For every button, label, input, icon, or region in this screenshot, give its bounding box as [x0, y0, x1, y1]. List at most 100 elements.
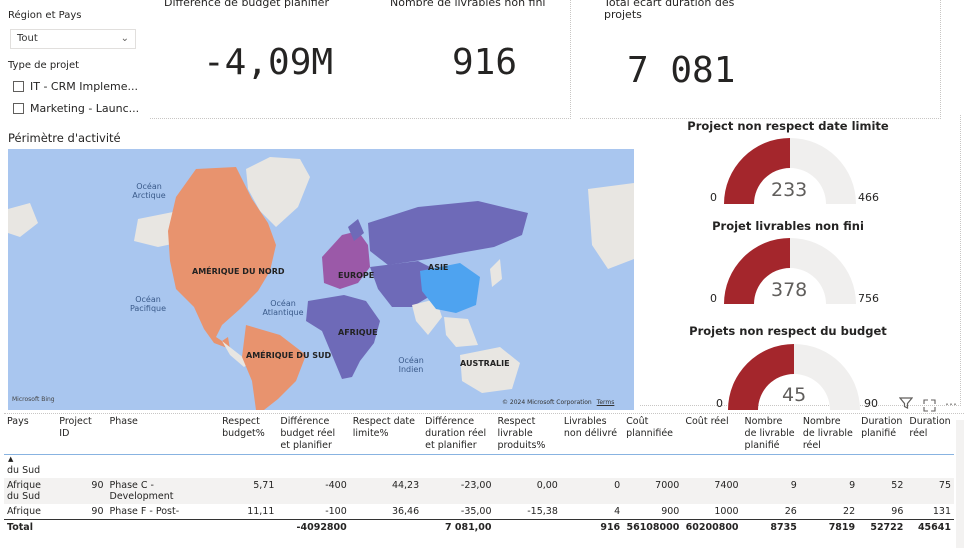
table-cell: 90 [56, 478, 107, 504]
table-cell [219, 519, 278, 535]
gauge-title: Projets non respect du budget [689, 324, 887, 338]
gauge-chart [728, 344, 860, 410]
table-cell: 131 [932, 506, 951, 517]
table-cell [349, 519, 423, 535]
type-option-label: IT - CRM Impleme... [30, 80, 138, 93]
table-cell: Phase F - Post- [109, 506, 180, 517]
column-header[interactable]: Respect date limite% [352, 416, 415, 439]
column-header[interactable]: Nombre de livrable réel [802, 416, 853, 451]
table-row[interactable]: Afrique du Sud 90 Phase C - Development … [4, 478, 954, 504]
kpi-area-border [150, 0, 571, 119]
column-header[interactable]: Duration réel [909, 416, 951, 439]
table-cell: -35,00 [460, 506, 492, 517]
table-cell: 7819 [799, 519, 859, 535]
column-header[interactable]: Différence budget réel et planifier [280, 416, 336, 451]
continent-label-australia: AUSTRALIE [460, 359, 510, 368]
ocean-label-indian: Océan Indien [398, 356, 424, 374]
column-header[interactable]: Respect budget% [222, 416, 265, 439]
copyright-text: © 2024 Microsoft Corporation [502, 399, 592, 406]
kpi-budget-title: Différence de budget planifier [164, 0, 329, 9]
continent-label-europe: EUROPE [338, 271, 375, 280]
table-cell: -23,00 [422, 478, 495, 504]
table-cell: 0,00 [494, 478, 561, 504]
table-cell: 52722 [858, 519, 907, 535]
table-cell: 45641 [906, 519, 954, 535]
table-cell [106, 519, 220, 535]
map-title: Périmètre d'activité [8, 131, 121, 145]
table-cell: Afrique [7, 506, 41, 517]
table-cell: 75 [906, 478, 954, 504]
type-option-label: Marketing - Launc... [30, 102, 140, 115]
column-header[interactable]: Phase [109, 416, 138, 427]
column-header[interactable]: Coût plannifiée [626, 416, 674, 439]
table-row[interactable]: Afrique 90 Phase F - Post- 11,11 -100 36… [4, 504, 954, 520]
table-cell: 44,23 [349, 478, 423, 504]
type-option-marketing[interactable]: Marketing - Launc... [13, 102, 139, 115]
gauge-value: 45 [782, 384, 807, 406]
bing-logo: Microsoft Bing [12, 396, 55, 403]
checkbox[interactable] [13, 103, 24, 114]
column-header[interactable]: Respect livrable produits% [497, 416, 546, 451]
table-cell: -400 [277, 478, 350, 504]
column-header[interactable]: Différence duration réel et planifier [425, 416, 487, 451]
table-cell: 52 [858, 478, 907, 504]
table-cell: 11,11 [247, 506, 275, 517]
column-header[interactable]: Nombre de livrable planifié [744, 416, 795, 451]
type-option-it[interactable]: IT - CRM Impleme... [13, 80, 138, 93]
kpi-budget-value: -4,09M [203, 42, 334, 83]
table-cell: 60200800 [682, 519, 742, 535]
focus-mode-icon[interactable] [923, 397, 936, 416]
continent-label-africa: AFRIQUE [338, 328, 378, 337]
table-cell: -100 [325, 506, 347, 517]
ocean-label-arctic: Océan Arctique [132, 182, 166, 200]
kpi-duration-title: Total écart duration des projets [604, 0, 735, 21]
column-header[interactable]: Coût réel [685, 416, 729, 427]
continent-label-north-america: AMÉRIQUE DU NORD [192, 267, 285, 276]
region-dropdown[interactable]: Tout ⌄ [10, 29, 136, 49]
column-header[interactable]: Duration planifié [861, 416, 903, 439]
table-cell: 96 [891, 506, 904, 517]
kpi-area-border [580, 0, 941, 119]
more-options-icon[interactable]: ⋯ [945, 397, 958, 411]
table-cell [56, 519, 107, 535]
table-cell: -4092800 [277, 519, 350, 535]
checkbox[interactable] [13, 81, 24, 92]
map-copyright: © 2024 Microsoft Corporation Terms [502, 399, 614, 406]
gauge-title: Projet livrables non fini [712, 219, 864, 233]
gauge-min: 0 [710, 292, 717, 305]
ocean-label-pacific: Océan Pacifique [129, 295, 167, 313]
table-cell: 900 [661, 506, 680, 517]
table-cell: 26 [784, 506, 797, 517]
type-slicer-title: Type de projet [8, 60, 80, 71]
table-cell: 9 [741, 478, 800, 504]
column-header[interactable]: Livrables non délivré [563, 416, 618, 439]
table-cell: 916 [560, 519, 624, 535]
table-cell: 5,71 [219, 478, 278, 504]
gauge-chart [724, 238, 856, 304]
continent-label-asia: ASIE [428, 263, 449, 272]
table-scrollbar[interactable] [956, 420, 964, 548]
table-header-row: Pays Project ID Phase Respect budget% Di… [4, 414, 954, 455]
table-cell: Total [4, 519, 57, 535]
continent-label-south-america: AMÉRIQUE DU SUD [246, 351, 332, 360]
table-row-partial: ▲ du Sud [4, 455, 954, 479]
world-map-svg [8, 149, 634, 410]
chevron-down-icon: ⌄ [120, 33, 129, 44]
terms-link[interactable]: Terms [596, 399, 615, 406]
kpi-deliverables-value: 916 [452, 42, 518, 83]
column-header[interactable]: Project ID [59, 416, 92, 439]
table-cell: 36,46 [391, 506, 420, 517]
table-cell: 9 [799, 478, 859, 504]
data-table[interactable]: Pays Project ID Phase Respect budget% Di… [4, 413, 964, 552]
table-total-row: Total -4092800 7 081,00 916 56108000 602… [4, 519, 954, 535]
filter-icon[interactable] [898, 396, 914, 414]
gauge-chart [724, 138, 856, 204]
gauge-min: 0 [716, 397, 723, 410]
table-cell: 4 [614, 506, 621, 517]
column-header[interactable]: Pays [7, 416, 29, 427]
table-cell-text: du Sud [7, 465, 41, 476]
kpi-duration-value: 7 081 [627, 50, 736, 91]
sort-ascending-icon[interactable]: ▲ [8, 455, 14, 463]
gauge-value: 378 [771, 279, 808, 301]
world-map[interactable]: Océan Arctique Océan Pacifique Océan Atl… [8, 149, 634, 410]
